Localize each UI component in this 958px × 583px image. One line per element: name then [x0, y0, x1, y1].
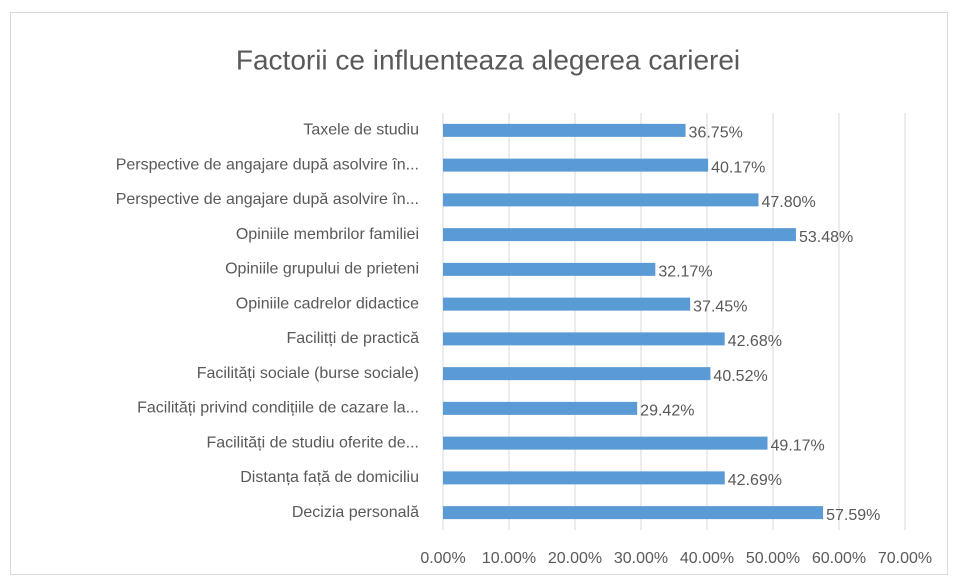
x-tick-label: 40.00%: [680, 550, 734, 567]
data-label: 40.17%: [711, 159, 765, 176]
data-label: 57.59%: [826, 507, 880, 524]
data-label: 32.17%: [658, 264, 712, 281]
y-tick-label: Perspective de angajare după asolvire în…: [116, 156, 419, 173]
bar: [443, 297, 691, 311]
y-tick-label: Taxele de studiu: [303, 122, 419, 139]
bar: [443, 506, 824, 520]
data-label: 37.45%: [693, 298, 747, 315]
data-label: 29.42%: [640, 403, 694, 420]
y-tick-label: Opiniile membrilor familiei: [236, 226, 419, 243]
y-tick-label: Distanța față de domiciliu: [240, 469, 419, 486]
bar: [443, 471, 725, 485]
y-tick-label: Facilități sociale (burse sociale): [197, 365, 419, 382]
bar: [443, 401, 638, 415]
bar: [443, 262, 656, 276]
chart-title: Factorii ce influenteaza alegerea carier…: [236, 44, 740, 75]
x-tick-label: 0.00%: [420, 550, 465, 567]
bar: [443, 228, 796, 242]
x-tick-label: 60.00%: [812, 550, 866, 567]
data-label: 42.68%: [728, 333, 782, 350]
x-tick-label: 10.00%: [482, 550, 536, 567]
data-label: 42.69%: [728, 472, 782, 489]
data-label: 36.75%: [689, 125, 743, 142]
data-label: 53.48%: [799, 229, 853, 246]
y-tick-label: Perspective de angajare după asolvire în…: [116, 191, 419, 208]
bar: [443, 367, 711, 381]
bar: [443, 436, 768, 450]
data-label: 40.52%: [713, 368, 767, 385]
x-tick-label: 30.00%: [614, 550, 668, 567]
x-tick-label: 50.00%: [746, 550, 800, 567]
y-tick-label: Facilitți de practică: [287, 330, 420, 347]
bar: [443, 123, 686, 137]
y-tick-label: Facilități privind condițiile de cazare …: [137, 400, 419, 417]
y-tick-label: Facilități de studiu oferite de...: [206, 434, 419, 451]
y-tick-label: Opiniile cadrelor didactice: [236, 295, 419, 312]
bar: [443, 332, 725, 346]
chart-border: [10, 12, 948, 575]
data-label: 47.80%: [761, 194, 815, 211]
y-tick-label: Decizia personală: [292, 504, 419, 521]
bar: [443, 158, 709, 172]
x-tick-label: 20.00%: [548, 550, 602, 567]
data-label: 49.17%: [771, 437, 825, 454]
x-tick-label: 70.00%: [878, 550, 932, 567]
bar: [443, 193, 759, 207]
y-tick-label: Opiniile grupului de prieteni: [225, 261, 419, 278]
